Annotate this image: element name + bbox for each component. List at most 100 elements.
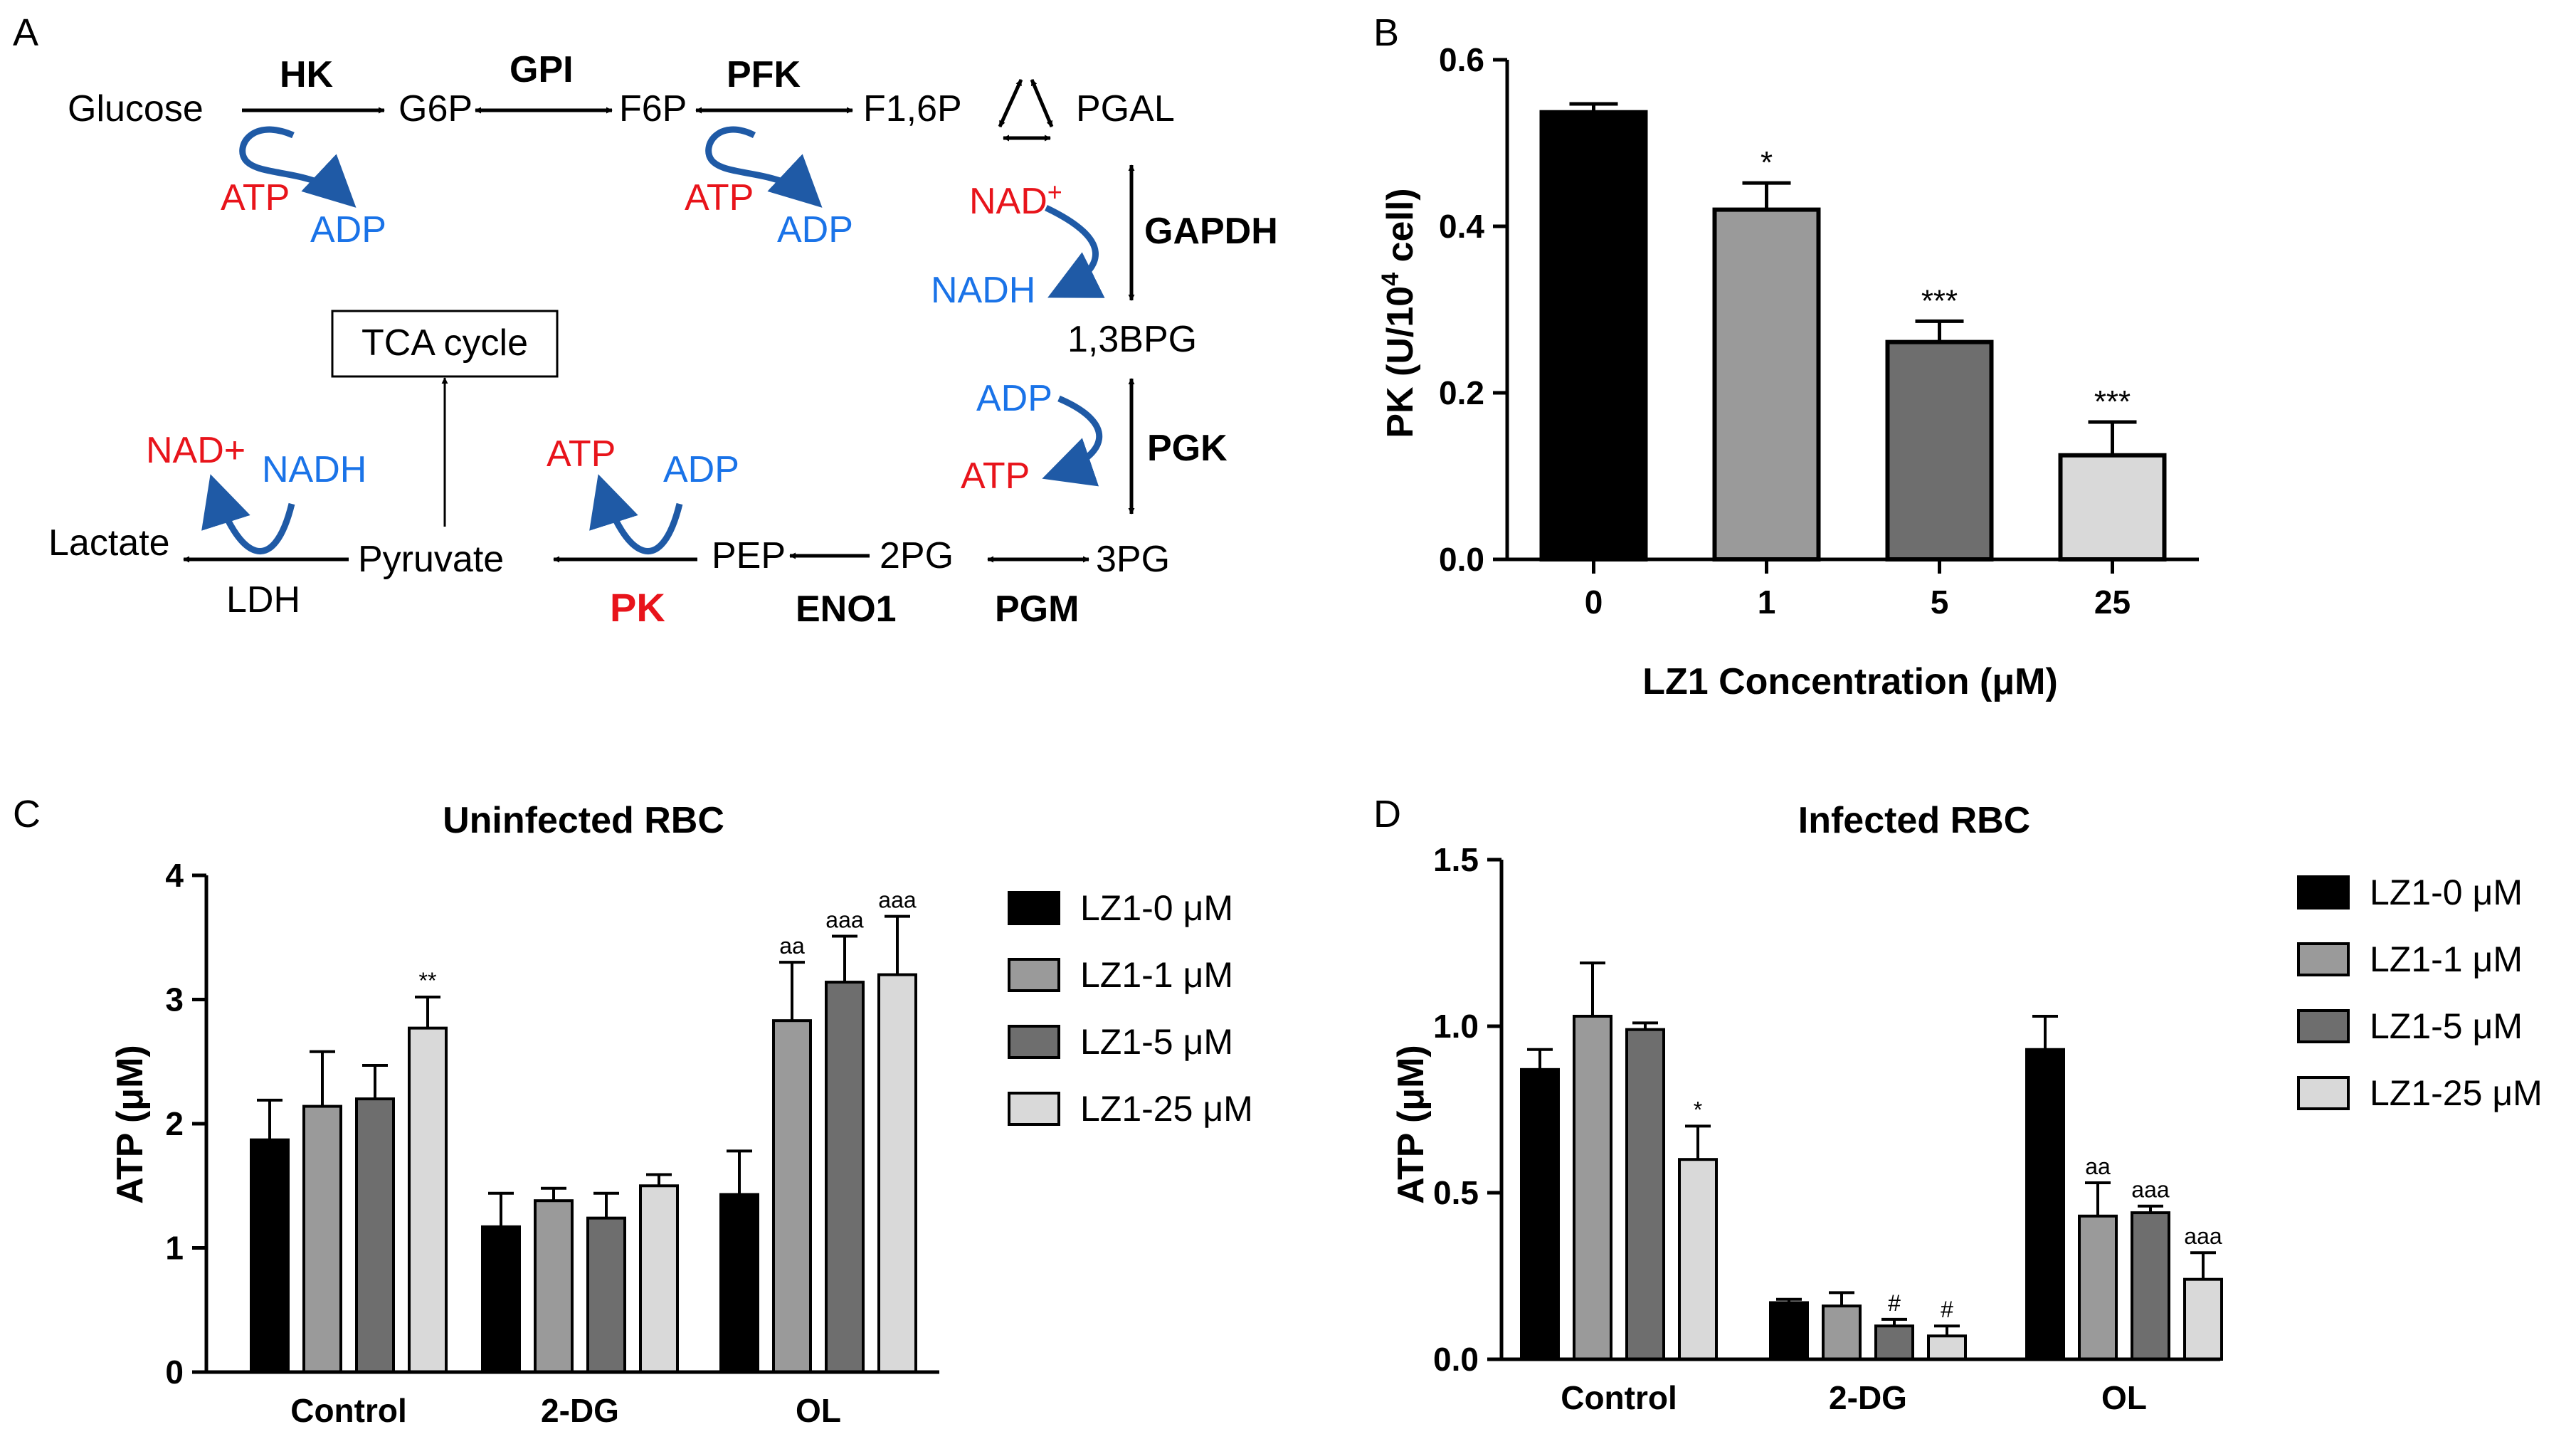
panel-d-significance: #	[1888, 1290, 1901, 1316]
panel-c-y-axis: 0 1 2 3 4	[165, 857, 208, 1391]
panel-c-bar	[302, 1105, 342, 1374]
cofactor-atp-pgk: ATP	[961, 455, 1030, 497]
panel-d-legend-swatch	[2297, 1076, 2350, 1110]
panel-d-bar	[1678, 1158, 1718, 1361]
panel-d-x-tick-label: 2-DG	[1829, 1379, 1907, 1416]
enzyme-pgm: PGM	[995, 589, 1079, 630]
panel-c-y-tick-label: 3	[165, 981, 184, 1018]
panel-b-ylabel-sup: 4	[1377, 273, 1404, 286]
panel-b-x-axis-label: LZ1 Concentration (μM)	[1642, 661, 2058, 702]
panel-b-y-tick-label: 0.0	[1439, 541, 1484, 578]
enzyme-eno1: ENO1	[796, 589, 897, 630]
panel-b-significance: *	[1761, 145, 1773, 180]
metabolite-f16p: F1,6P	[863, 88, 962, 130]
metabolite-f6p: F6P	[619, 88, 687, 130]
panel-d-legend-swatch	[2297, 942, 2350, 976]
panel-c-bar	[825, 981, 865, 1374]
panel-d-legend: LZ1-0 μM LZ1-1 μM LZ1-5 μM LZ1-25 μM	[2297, 872, 2543, 1113]
panel-c-bar	[355, 1097, 395, 1374]
panel-c-legend-label: LZ1-5 μM	[1080, 1022, 1233, 1062]
metabolite-lactate: Lactate	[48, 522, 170, 564]
metabolite-3pg: 3PG	[1096, 539, 1170, 580]
enzyme-pgk: PGK	[1147, 428, 1228, 469]
panel-c-bar	[877, 973, 917, 1374]
panel-d-significance: aaa	[2131, 1177, 2170, 1203]
panel-b-chart: B 0.00.20.40.6 ******* 0 1 5 25 PK (U/104 c…	[1373, 11, 2199, 702]
panel-c-bar	[719, 1193, 759, 1374]
panel-d-y-tick-label: 1.0	[1433, 1008, 1479, 1045]
panel-d-bar	[2131, 1211, 2170, 1361]
panel-d-x-tick-label: OL	[2101, 1379, 2147, 1416]
cofactor-adp-pk: ADP	[663, 449, 739, 490]
panel-d-x-tick-label: Control	[1561, 1379, 1677, 1416]
panel-label-c: C	[13, 793, 41, 835]
panel-label-d: D	[1373, 793, 1401, 835]
panel-d-chart: D Infected RBC ATP (μM) 0.0 0.5 1.0 1.5 * # #…	[1373, 793, 2543, 1416]
panel-c-bar	[639, 1184, 679, 1374]
panel-c-legend-label: LZ1-1 μM	[1080, 955, 1233, 995]
panel-c-y-tick-label: 2	[165, 1105, 184, 1142]
panel-b-bar	[1885, 339, 1994, 562]
cofactor-adp-hk: ADP	[310, 209, 386, 251]
metabolite-2pg: 2PG	[880, 535, 954, 576]
panel-d-legend-label: LZ1-1 μM	[2370, 939, 2523, 979]
metabolite-tca-cycle: TCA cycle	[361, 322, 528, 364]
panel-d-significance: aa	[2085, 1154, 2111, 1179]
panel-c-legend-label: LZ1-25 μM	[1080, 1089, 1253, 1129]
panel-c-bar	[586, 1216, 626, 1374]
nad-text: NAD	[969, 181, 1047, 222]
metabolite-pgal: PGAL	[1076, 88, 1175, 130]
panel-c-x-axis: Control 2-DG OL	[206, 1370, 939, 1429]
panel-c-bar	[250, 1138, 290, 1374]
panel-c-legend: LZ1-0 μM LZ1-1 μM LZ1-5 μM LZ1-25 μM	[1008, 888, 1253, 1129]
metabolite-g6p: G6P	[398, 88, 473, 130]
panel-d-bar	[1520, 1067, 1560, 1361]
panel-c-legend-swatch	[1008, 891, 1060, 925]
metabolite-pyruvate: Pyruvate	[358, 539, 504, 580]
panel-b-bars: *******	[1539, 102, 2167, 562]
panel-c-significance: aaa	[825, 907, 864, 933]
panel-c-x-tick-label: Control	[290, 1392, 407, 1429]
panel-d-bar	[2025, 1048, 2065, 1361]
enzyme-hk: HK	[280, 54, 334, 95]
panel-c-y-axis-label: ATP (μM)	[110, 1045, 151, 1203]
panel-label-a: A	[13, 11, 38, 54]
panel-label-b: B	[1373, 11, 1399, 54]
enzyme-pfk: PFK	[727, 54, 801, 95]
cofactor-nad-gapdh: NAD+	[969, 177, 1062, 222]
panel-b-ylabel-tail: cell)	[1380, 188, 1421, 273]
panel-c-y-tick-label: 1	[165, 1230, 184, 1267]
panel-d-bar	[2183, 1277, 2223, 1361]
panel-d-y-axis: 0.0 0.5 1.0 1.5	[1433, 841, 1504, 1378]
panel-d-legend-label: LZ1-0 μM	[2370, 872, 2523, 912]
curve-arrow-gapdh	[1045, 204, 1105, 298]
panel-d-bar	[1927, 1334, 1967, 1361]
panel-b-y-tick-label: 0.6	[1439, 41, 1484, 78]
panel-c-y-tick-label: 4	[165, 857, 184, 894]
panel-c-bar	[772, 1019, 812, 1374]
panel-c-x-tick-label: 2-DG	[541, 1392, 619, 1429]
enzyme-gpi: GPI	[510, 49, 574, 90]
panel-d-bar	[1573, 1014, 1612, 1361]
panel-c-bar	[481, 1225, 521, 1374]
panel-d-y-tick-label: 1.5	[1433, 841, 1479, 878]
panel-b-x-tick-label: 0	[1585, 584, 1603, 621]
panel-d-y-tick-label: 0.0	[1433, 1341, 1479, 1378]
panel-d-legend-label: LZ1-25 μM	[2370, 1073, 2543, 1113]
metabolite-13bpg: 1,3BPG	[1067, 319, 1197, 360]
cofactor-nad-ldh: NAD+	[146, 430, 246, 471]
panel-d-legend-swatch	[2297, 1009, 2350, 1043]
panel-c-legend-swatch	[1008, 1025, 1060, 1059]
curve-arrow-hk	[239, 126, 357, 208]
panel-b-bar	[2058, 453, 2167, 562]
curve-arrow-ldh	[201, 474, 295, 554]
cofactor-atp-hk: ATP	[221, 177, 290, 218]
panel-c-x-tick-label: OL	[796, 1392, 841, 1429]
cofactor-atp-pfk: ATP	[685, 177, 754, 218]
nad-superscript-plus: +	[1047, 177, 1062, 206]
panel-c-significance: **	[419, 968, 437, 993]
panel-b-significance: ***	[2094, 384, 2131, 419]
panel-d-legend-label: LZ1-5 μM	[2370, 1006, 2523, 1046]
